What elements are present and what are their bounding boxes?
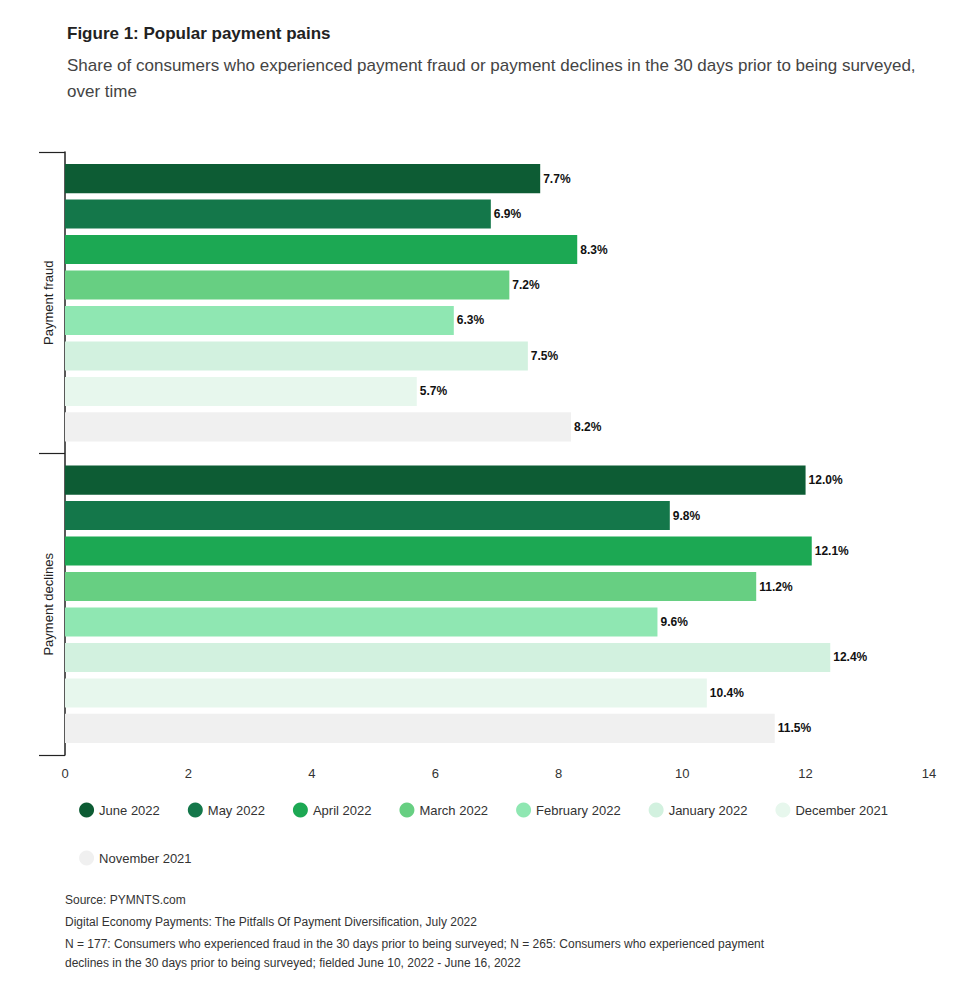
svg-text:12.1%: 12.1%: [815, 544, 849, 558]
svg-text:N = 177: Consumers who experie: N = 177: Consumers who experienced fraud…: [65, 937, 767, 951]
svg-text:11.2%: 11.2%: [759, 580, 793, 594]
svg-text:7.2%: 7.2%: [512, 278, 540, 292]
svg-text:9.6%: 9.6%: [660, 615, 688, 629]
svg-text:5.7%: 5.7%: [420, 384, 448, 398]
svg-text:12.0%: 12.0%: [809, 473, 843, 487]
svg-text:November 2021: November 2021: [99, 851, 191, 866]
svg-text:Payment declines: Payment declines: [41, 552, 56, 655]
svg-text:Digital Economy Payments: The: Digital Economy Payments: The Pitfalls O…: [65, 915, 477, 929]
svg-text:2: 2: [185, 766, 192, 781]
svg-text:7.7%: 7.7%: [543, 172, 571, 186]
svg-text:7.5%: 7.5%: [531, 349, 559, 363]
svg-text:Payment fraud: Payment fraud: [41, 260, 56, 345]
svg-text:May 2022: May 2022: [208, 803, 265, 818]
svg-text:14: 14: [922, 766, 936, 781]
svg-text:6.9%: 6.9%: [494, 207, 522, 221]
svg-text:February 2022: February 2022: [536, 803, 621, 818]
svg-text:10: 10: [675, 766, 689, 781]
svg-text:Source: PYMNTS.com: Source: PYMNTS.com: [65, 893, 186, 907]
svg-text:March 2022: March 2022: [419, 803, 488, 818]
svg-text:8.3%: 8.3%: [580, 243, 608, 257]
svg-text:Figure 1: Popular payment pain: Figure 1: Popular payment pains: [67, 24, 331, 43]
svg-text:12: 12: [798, 766, 812, 781]
svg-text:10.4%: 10.4%: [710, 686, 744, 700]
svg-text:4: 4: [308, 766, 315, 781]
svg-text:11.5%: 11.5%: [778, 721, 812, 735]
svg-text:6.3%: 6.3%: [457, 313, 485, 327]
svg-text:8.2%: 8.2%: [574, 420, 602, 434]
svg-text:April 2022: April 2022: [313, 803, 372, 818]
svg-text:9.8%: 9.8%: [673, 509, 701, 523]
svg-text:June 2022: June 2022: [99, 803, 160, 818]
svg-text:January 2022: January 2022: [669, 803, 748, 818]
svg-text:Share of consumers who experie: Share of consumers who experienced payme…: [67, 56, 920, 75]
svg-text:December 2021: December 2021: [795, 803, 888, 818]
svg-text:12.4%: 12.4%: [833, 650, 867, 664]
svg-text:6: 6: [432, 766, 439, 781]
svg-text:over time: over time: [67, 82, 137, 101]
svg-text:declines in the 30 days prior: declines in the 30 days prior to being s…: [65, 956, 521, 970]
svg-text:0: 0: [61, 766, 68, 781]
svg-text:8: 8: [555, 766, 562, 781]
